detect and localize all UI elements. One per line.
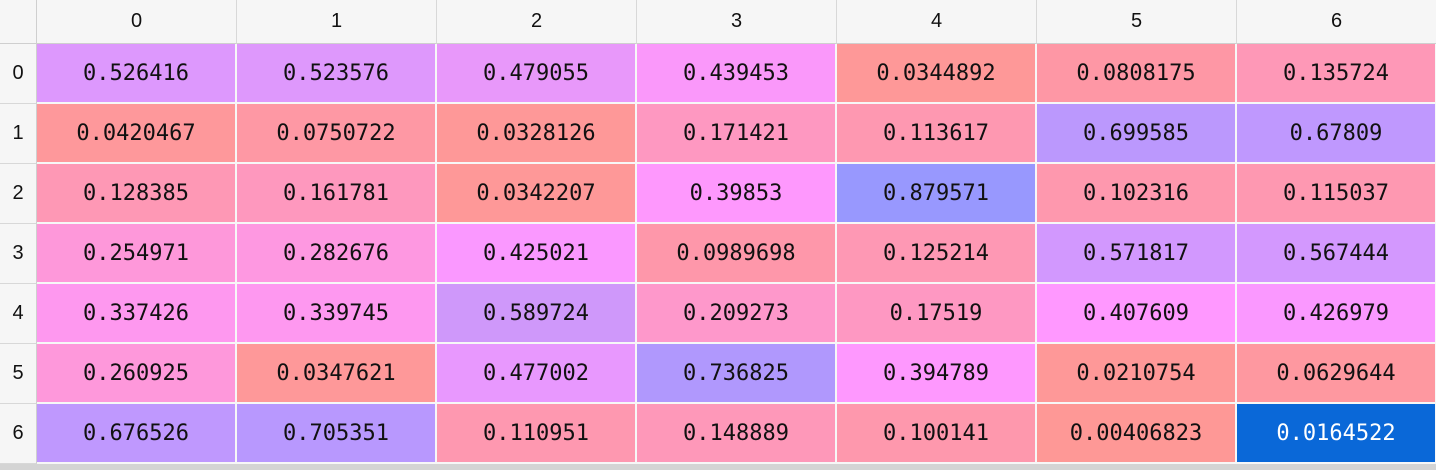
column-header-5[interactable]: 5 bbox=[1037, 0, 1237, 44]
table-cell[interactable]: 0.571817 bbox=[1037, 224, 1237, 284]
column-header-4[interactable]: 4 bbox=[837, 0, 1037, 44]
table-cell[interactable]: 0.407609 bbox=[1037, 284, 1237, 344]
table-cell[interactable]: 0.148889 bbox=[637, 404, 837, 464]
table-cell[interactable]: 0.736825 bbox=[637, 344, 837, 404]
table-cell[interactable]: 0.0164522 bbox=[1237, 404, 1436, 464]
table-cell[interactable]: 0.254971 bbox=[37, 224, 237, 284]
column-header-6[interactable]: 6 bbox=[1237, 0, 1436, 44]
table-cell[interactable]: 0.260925 bbox=[37, 344, 237, 404]
table-cell[interactable]: 0.00406823 bbox=[1037, 404, 1237, 464]
row-header-6[interactable]: 6 bbox=[0, 404, 37, 464]
table-cell[interactable]: 0.128385 bbox=[37, 164, 237, 224]
row-header-5[interactable]: 5 bbox=[0, 344, 37, 404]
table-cell[interactable]: 0.879571 bbox=[837, 164, 1037, 224]
table-cell[interactable]: 0.209273 bbox=[637, 284, 837, 344]
column-header-2[interactable]: 2 bbox=[437, 0, 637, 44]
table-cell[interactable]: 0.0420467 bbox=[37, 104, 237, 164]
row-header-3[interactable]: 3 bbox=[0, 224, 37, 284]
table-cell[interactable]: 0.0342207 bbox=[437, 164, 637, 224]
column-header-3[interactable]: 3 bbox=[637, 0, 837, 44]
table-cell[interactable]: 0.426979 bbox=[1237, 284, 1436, 344]
table-cell[interactable]: 0.339745 bbox=[237, 284, 437, 344]
table-cell[interactable]: 0.161781 bbox=[237, 164, 437, 224]
table-cell[interactable]: 0.0750722 bbox=[237, 104, 437, 164]
table-cell[interactable]: 0.526416 bbox=[37, 44, 237, 104]
table-cell[interactable]: 0.477002 bbox=[437, 344, 637, 404]
table-cell[interactable]: 0.589724 bbox=[437, 284, 637, 344]
row-header-2[interactable]: 2 bbox=[0, 164, 37, 224]
table-cell[interactable]: 0.17519 bbox=[837, 284, 1037, 344]
table-cell[interactable]: 0.439453 bbox=[637, 44, 837, 104]
table-cell[interactable]: 0.337426 bbox=[37, 284, 237, 344]
table-cell[interactable]: 0.479055 bbox=[437, 44, 637, 104]
table-cell[interactable]: 0.102316 bbox=[1037, 164, 1237, 224]
table-cell[interactable]: 0.39853 bbox=[637, 164, 837, 224]
table-cell[interactable]: 0.135724 bbox=[1237, 44, 1436, 104]
table-cell[interactable]: 0.110951 bbox=[437, 404, 637, 464]
table-cell[interactable]: 0.171421 bbox=[637, 104, 837, 164]
row-header-0[interactable]: 0 bbox=[0, 44, 37, 104]
table-cell[interactable]: 0.425021 bbox=[437, 224, 637, 284]
row-header-1[interactable]: 1 bbox=[0, 104, 37, 164]
row-header-4[interactable]: 4 bbox=[0, 284, 37, 344]
table-cell[interactable]: 0.0989698 bbox=[637, 224, 837, 284]
table-cell[interactable]: 0.0629644 bbox=[1237, 344, 1436, 404]
table-cell[interactable]: 0.705351 bbox=[237, 404, 437, 464]
table-cell[interactable]: 0.113617 bbox=[837, 104, 1037, 164]
table-cell[interactable]: 0.100141 bbox=[837, 404, 1037, 464]
table-cell[interactable]: 0.125214 bbox=[837, 224, 1037, 284]
table-cell[interactable]: 0.67809 bbox=[1237, 104, 1436, 164]
column-header-0[interactable]: 0 bbox=[37, 0, 237, 44]
table-cell[interactable]: 0.0347621 bbox=[237, 344, 437, 404]
table-cell[interactable]: 0.0808175 bbox=[1037, 44, 1237, 104]
table-cell[interactable]: 0.699585 bbox=[1037, 104, 1237, 164]
table-cell[interactable]: 0.567444 bbox=[1237, 224, 1436, 284]
column-header-1[interactable]: 1 bbox=[237, 0, 437, 44]
table-cell[interactable]: 0.0210754 bbox=[1037, 344, 1237, 404]
grid-corner bbox=[0, 0, 37, 44]
table-cell[interactable]: 0.115037 bbox=[1237, 164, 1436, 224]
table-cell[interactable]: 0.0344892 bbox=[837, 44, 1037, 104]
table-cell[interactable]: 0.394789 bbox=[837, 344, 1037, 404]
table-cell[interactable]: 0.523576 bbox=[237, 44, 437, 104]
table-cell[interactable]: 0.676526 bbox=[37, 404, 237, 464]
table-cell[interactable]: 0.282676 bbox=[237, 224, 437, 284]
table-cell[interactable]: 0.0328126 bbox=[437, 104, 637, 164]
